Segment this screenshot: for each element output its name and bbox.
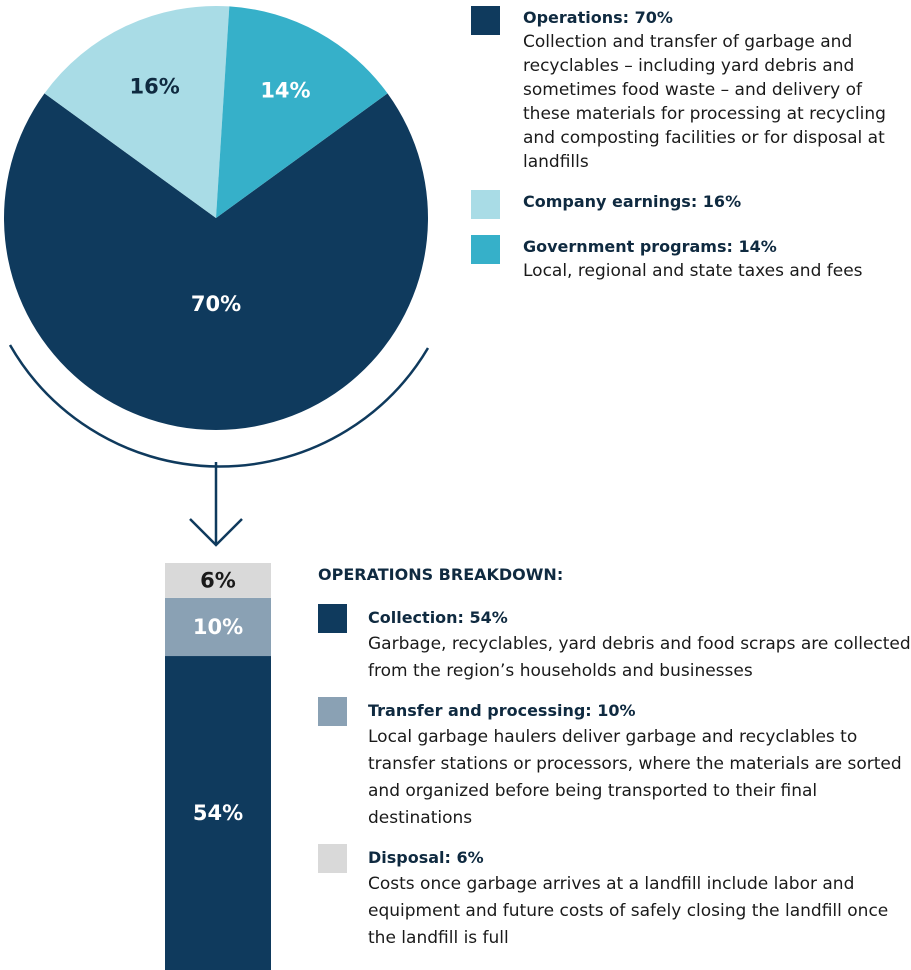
legend-item: Operations: 70% Collection and transfer o… — [471, 6, 911, 174]
legend-title: OPERATIONS BREAKDOWN: — [318, 565, 564, 584]
legend-swatch — [318, 604, 347, 633]
pie-slice — [44, 5, 230, 218]
bar-segment — [165, 563, 271, 598]
legend-description: Local, regional and state taxes and fees — [523, 261, 863, 281]
legend-text: Operations: 70% Collection and transfer o… — [523, 6, 911, 174]
legend-text: Disposal: 6% Costs once garbage arrives a… — [368, 844, 911, 952]
legend-text: Company earnings: 16% — [523, 190, 911, 214]
legend-label: Transfer and processing: 10% — [368, 701, 636, 720]
legend-item: Collection: 54% Garbage, recyclables, yar… — [318, 604, 911, 685]
bar-segment — [165, 656, 271, 970]
legend-swatch — [318, 844, 347, 873]
legend-swatch — [318, 697, 347, 726]
legend-text: Transfer and processing: 10% Local garbag… — [368, 697, 911, 832]
legend-item: Disposal: 6% Costs once garbage arrives a… — [318, 844, 911, 952]
legend-label: Government programs: 14% — [523, 237, 777, 256]
legend-text: Collection: 54% Garbage, recyclables, yar… — [368, 604, 911, 685]
legend-label: Operations: 70% — [523, 8, 673, 27]
decor-arc — [8, 344, 430, 468]
arrow-head — [189, 518, 243, 547]
legend-label: Disposal: 6% — [368, 848, 484, 867]
legend-swatch — [471, 235, 500, 264]
slice-label: 70% — [191, 292, 241, 316]
legend-description: Local garbage haulers deliver garbage an… — [368, 727, 902, 828]
pie-legend: Operations: 70% Collection and transfer o… — [471, 6, 911, 283]
bar-legend: OPERATIONS BREAKDOWN: Collection: 54% Gar… — [318, 562, 911, 952]
legend-swatch — [471, 6, 500, 35]
legend-item: Government programs: 14% Local, regional … — [471, 235, 911, 283]
legend-label: Company earnings: 16% — [523, 192, 742, 211]
legend-description: Collection and transfer of garbage and r… — [523, 32, 886, 172]
legend-description: Garbage, recyclables, yard debris and fo… — [368, 634, 911, 681]
legend-description: Costs once garbage arrives at a landfill… — [368, 874, 889, 948]
segment-label: 54% — [193, 801, 243, 825]
slice-label: 14% — [260, 79, 310, 103]
legend-text: Government programs: 14% Local, regional … — [523, 235, 911, 283]
segment-label: 6% — [200, 568, 236, 592]
legend-item: Company earnings: 16% — [471, 190, 911, 219]
pie-slice — [4, 93, 429, 430]
legend-label: Collection: 54% — [368, 608, 508, 627]
segment-label: 10% — [193, 615, 243, 639]
slice-label: 16% — [129, 75, 179, 99]
bar-segment — [165, 597, 271, 657]
legend-swatch — [471, 190, 500, 219]
pie-slice — [216, 6, 388, 218]
legend-item: Transfer and processing: 10% Local garbag… — [318, 697, 911, 832]
